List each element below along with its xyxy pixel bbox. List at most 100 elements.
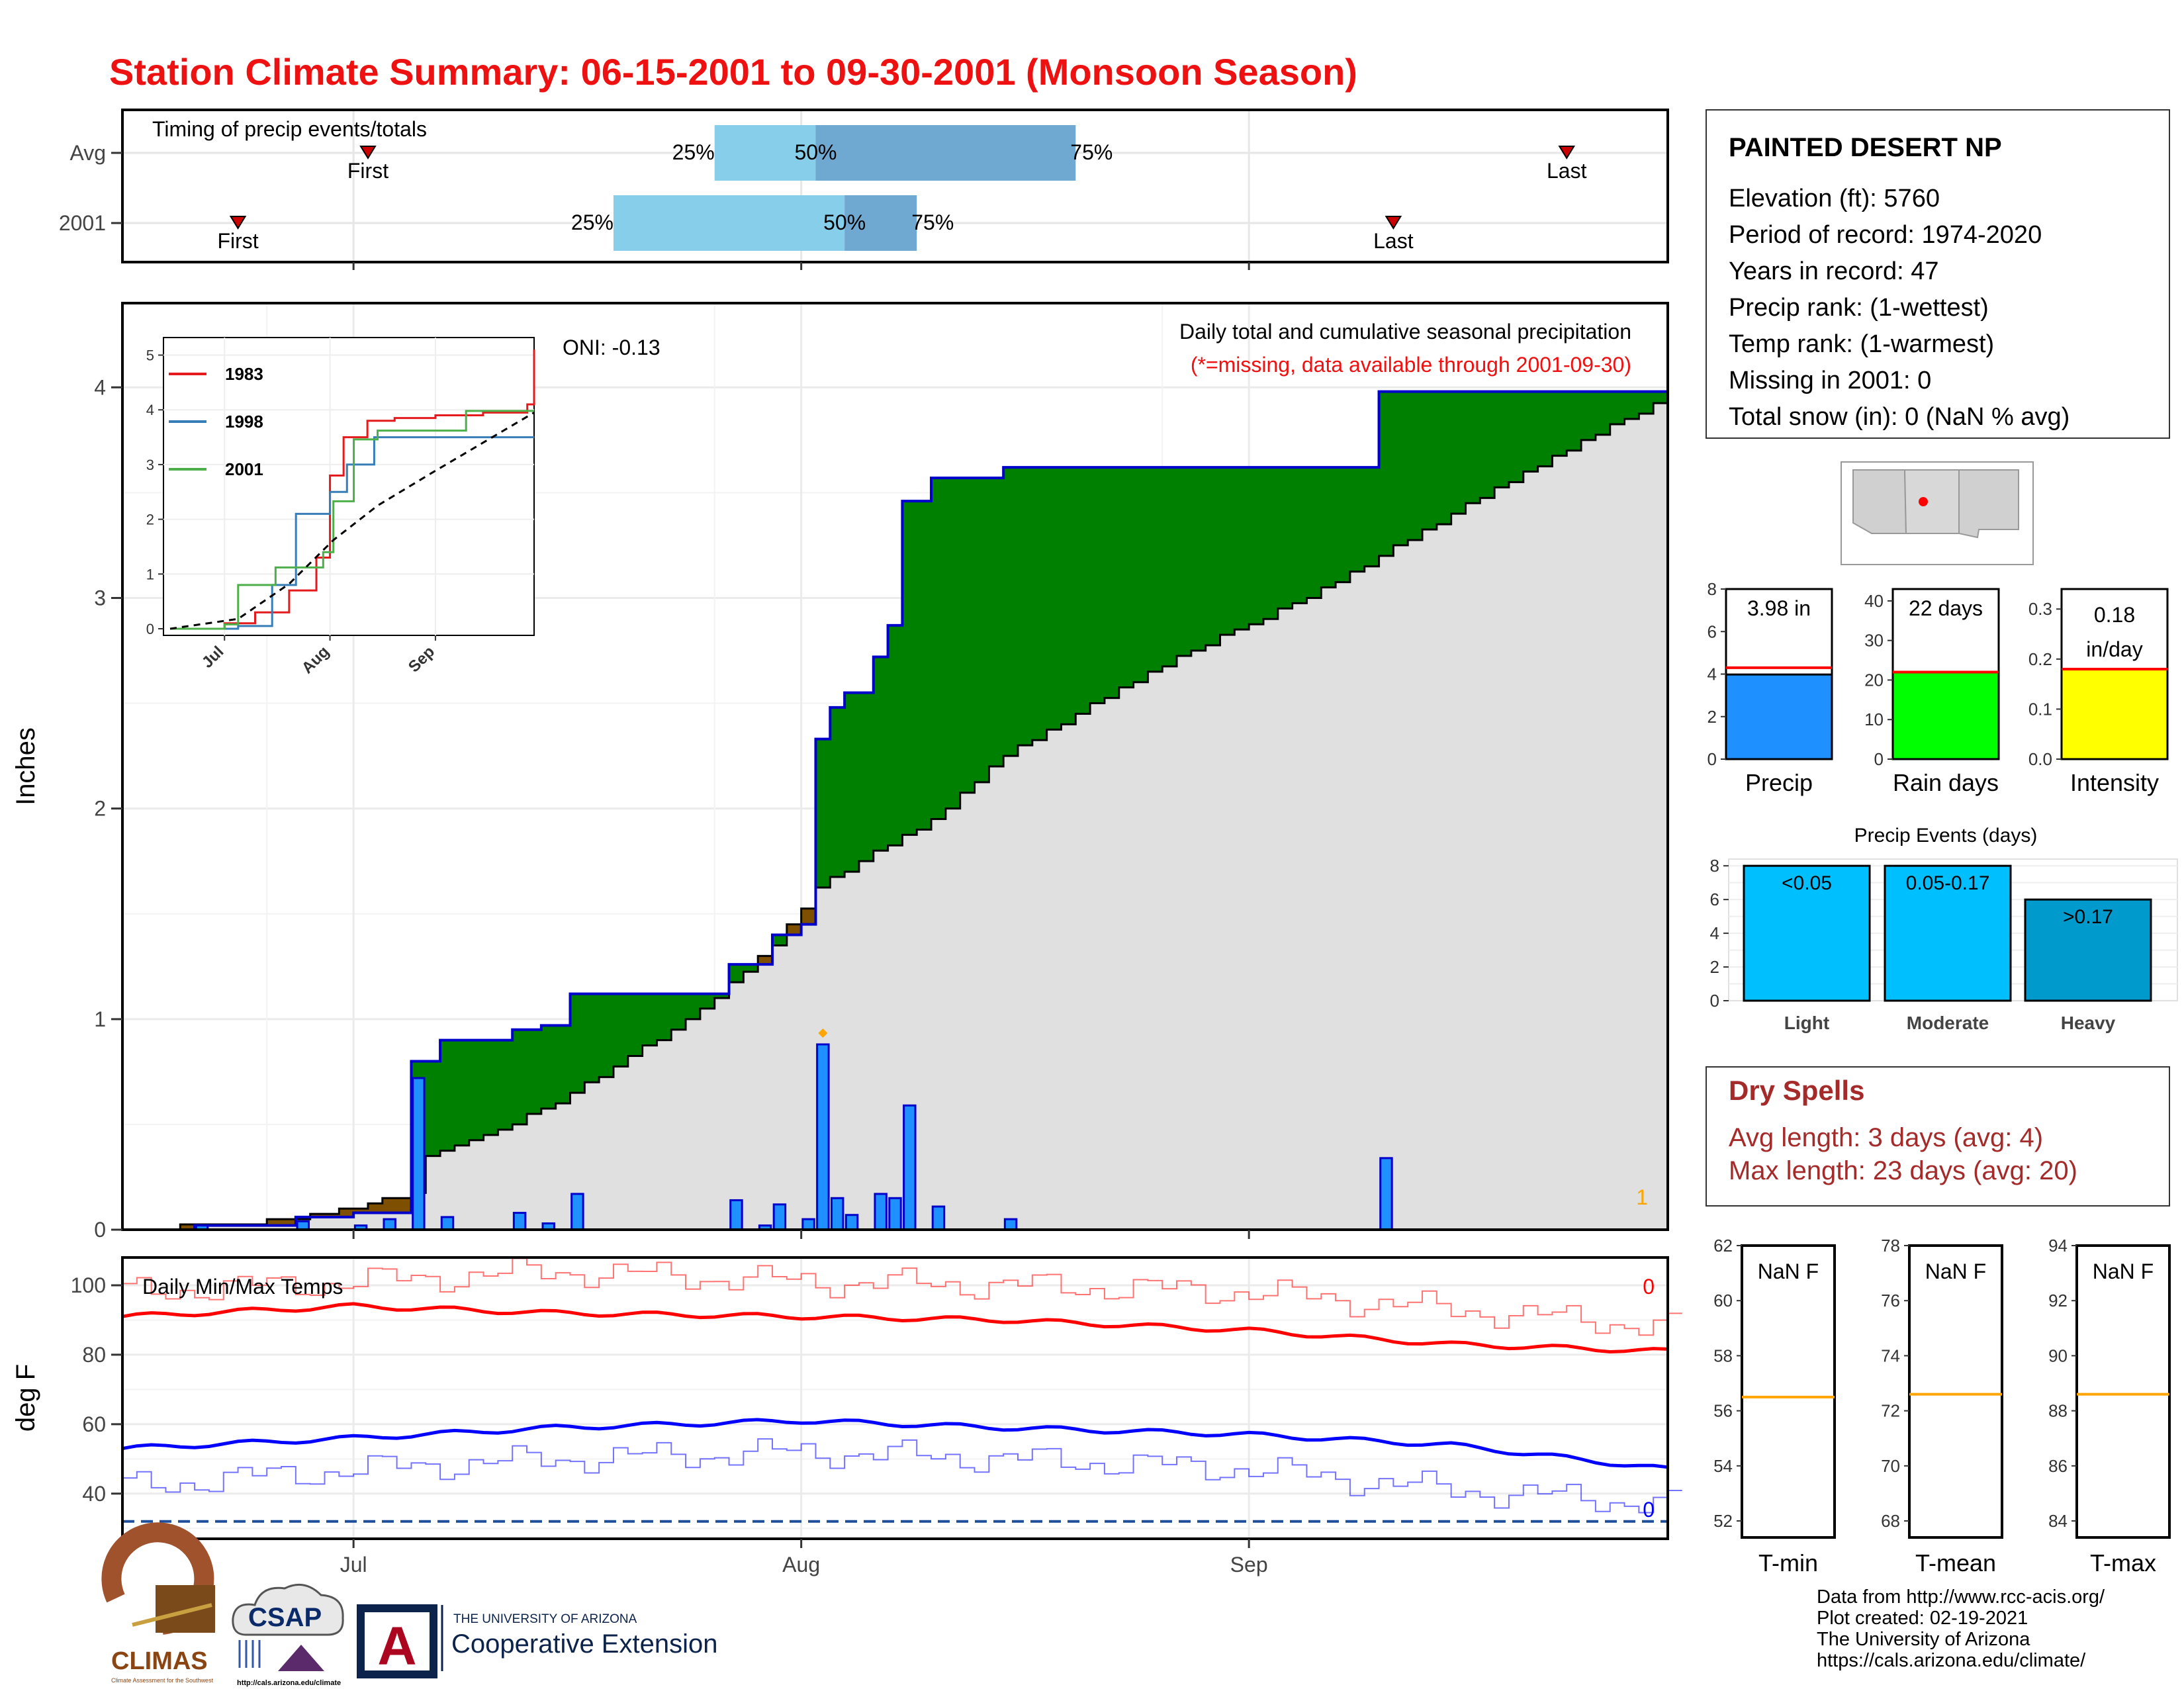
temp-summary-y-tick-label: 78	[1881, 1236, 1900, 1256]
events-y-tick-label: 0	[1710, 991, 1719, 1011]
temp-summary-value: NaN F	[1925, 1259, 1986, 1283]
summary-bar-unit: in/day	[2086, 637, 2142, 661]
summary-bar-y-tick-label: 2	[1707, 707, 1717, 727]
above-normal-area	[1104, 467, 1120, 698]
temp-summary-y-tick-label: 62	[1713, 1236, 1733, 1256]
summary-bar-y-tick-label: 40	[1864, 591, 1884, 611]
above-normal-area	[743, 964, 758, 972]
climas-logo-block	[156, 1585, 215, 1633]
inset-y-tick-label: 4	[146, 402, 154, 418]
summary-bar-0	[1725, 673, 1833, 760]
above-normal-area	[570, 993, 585, 1093]
csap-url: http://cals.arizona.edu/climate	[237, 1679, 341, 1687]
above-normal-area	[1162, 467, 1177, 666]
above-normal-area	[527, 1029, 542, 1114]
csap-logo: CSAP http://cals.arizona.edu/climate	[232, 1583, 344, 1687]
above-normal-area	[1118, 467, 1134, 688]
timing-marks: 25% 50% 75% First Last 25% 50% 75% First Last	[217, 125, 1587, 253]
timing-q50-label: 50%	[794, 140, 837, 164]
above-normal-area	[1003, 467, 1019, 756]
credit-data-source: Data from http://www.rcc-acis.org/	[1817, 1586, 2105, 1608]
inset-y-tick-label: 2	[146, 512, 154, 528]
station-detail-line: Precip rank: (1-wettest)	[1729, 294, 1989, 322]
below-normal-area	[758, 956, 773, 965]
above-normal-area	[873, 657, 889, 851]
missing-count: 1	[1636, 1185, 1648, 1209]
events-y-tick-label: 2	[1710, 957, 1719, 977]
temp-summary-y-tick-label: 86	[2048, 1456, 2068, 1476]
temp-summary-frame	[1908, 1244, 2003, 1539]
timing-last-marker	[1385, 216, 1402, 230]
temp-line-tmax-normal	[122, 1302, 1668, 1354]
timing-q25-label: 25%	[672, 140, 715, 164]
above-normal-area	[1292, 467, 1308, 604]
above-normal-area	[469, 1040, 484, 1140]
station-info: PAINTED DESERT NP Elevation (ft): 5760 Pe…	[1706, 109, 2170, 439]
above-normal-area	[426, 1061, 441, 1156]
above-normal-area	[1567, 391, 1582, 451]
avg-cumulative-line	[122, 402, 1668, 1231]
above-normal-area	[1537, 391, 1553, 467]
above-normal-area	[1653, 391, 1668, 404]
timing-q75-label: 75%	[911, 210, 954, 234]
below-normal-area	[396, 1198, 412, 1213]
temp-ylabel: deg F	[11, 1364, 40, 1432]
events-bar-light	[1743, 864, 1871, 1002]
dry-spells-frame	[1706, 1066, 2170, 1207]
daily-precip-bar	[801, 1218, 815, 1231]
temp-lines	[122, 1257, 1682, 1523]
summary-bar-label: Rain days	[1893, 769, 1999, 796]
above-normal-area	[1436, 391, 1452, 525]
below-normal-area	[267, 1219, 282, 1226]
temp-y-tick-label: 80	[82, 1343, 106, 1367]
events-bin-label: <0.05	[1782, 872, 1832, 894]
above-normal-area	[1624, 391, 1639, 419]
daily-precip-bar	[729, 1199, 743, 1231]
above-normal-area	[1364, 467, 1380, 567]
page-title: Station Climate Summary: 06-15-2001 to 0…	[109, 51, 1357, 93]
dry-spells-title: Dry Spells	[1729, 1075, 1864, 1106]
tmin-record-count: 0	[1643, 1498, 1655, 1522]
above-normal-area	[1336, 467, 1351, 582]
precip-y-tick-label: 4	[94, 375, 106, 399]
above-normal-area	[772, 935, 788, 946]
above-normal-area	[1408, 391, 1423, 540]
below-normal-area	[324, 1214, 340, 1217]
timing-last-marker	[1558, 146, 1576, 160]
below-normal-area	[382, 1198, 398, 1213]
temp-background	[122, 1257, 1668, 1539]
summary-bar-y-tick-label: 4	[1707, 664, 1717, 684]
temp-summary-y-tick-label: 92	[2048, 1291, 2068, 1310]
temp-line-tmax-record	[122, 1257, 1682, 1336]
events-category-label: Moderate	[1907, 1013, 1989, 1033]
events-y-tick-label: 6	[1710, 890, 1719, 909]
temp-y-tick-label: 40	[82, 1482, 106, 1506]
below-normal-area	[281, 1219, 296, 1226]
above-normal-area	[599, 993, 614, 1077]
summary-bars: 3.98 in 0 2 4 6 8 Precip 22 days 0 10 20 30 40 Rain d…	[1707, 579, 2169, 796]
inset-legend-label: 1998	[225, 412, 263, 432]
temp-line-tmin-record	[122, 1438, 1682, 1514]
daily-precip-bar	[931, 1205, 946, 1231]
above-normal-area	[1349, 467, 1365, 572]
temp-summary-y-tick-label: 56	[1713, 1401, 1733, 1421]
summary-bar-value: 3.98 in	[1747, 596, 1811, 620]
above-normal-area	[483, 1040, 498, 1135]
daily-precip-bar	[874, 1193, 887, 1231]
timing-q25-q50-bar	[714, 125, 816, 181]
summary-bar-y-tick-label: 0.1	[2028, 699, 2052, 719]
above-normal-area	[917, 501, 932, 830]
temp-summary-y-tick-label: 60	[1713, 1291, 1733, 1310]
inset-line-2001	[170, 410, 534, 630]
daily-precip-bar	[412, 1077, 426, 1231]
precip-y-tick-label: 1	[94, 1007, 106, 1031]
footer-credits: Data from http://www.rcc-acis.org/ Plot …	[1817, 1586, 2105, 1671]
timing-first-marker	[359, 146, 377, 160]
precip-y-tick-label: 3	[94, 586, 106, 610]
summary-bar-label: Precip	[1745, 769, 1813, 796]
above-normal-area	[1017, 467, 1033, 746]
above-normal-area	[584, 993, 600, 1083]
above-normal-area	[613, 993, 629, 1067]
